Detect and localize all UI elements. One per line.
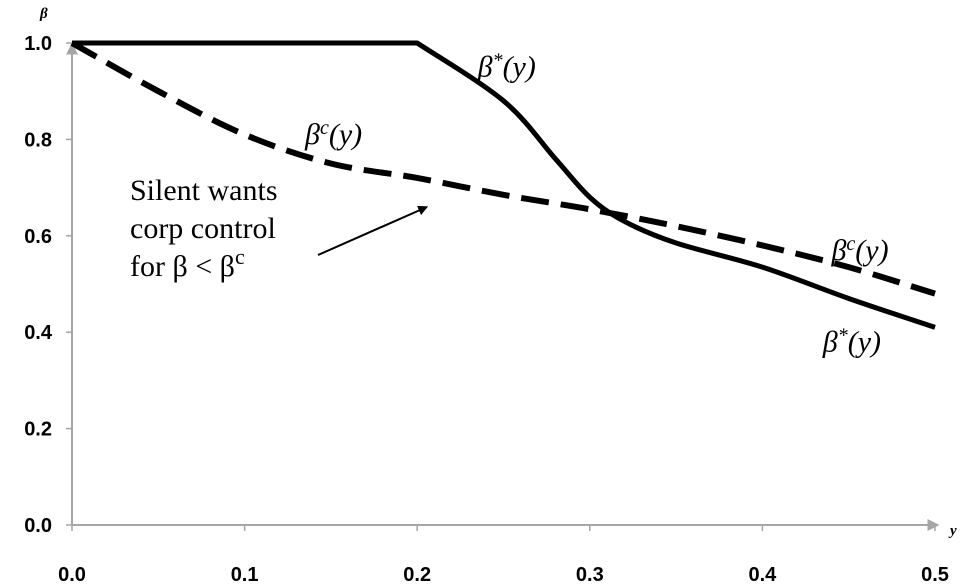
y-tick-label: 0.8 — [24, 129, 52, 151]
y-tick-label: 0.6 — [24, 226, 52, 248]
y-tick-label: 0.4 — [24, 322, 53, 344]
axes — [66, 42, 940, 531]
x-axis-title: y — [948, 523, 957, 539]
annotation-line-2: corp control — [130, 212, 276, 245]
tick-labels: 0.0 0.1 0.2 0.3 0.4 0.5 0.0 0.2 0.4 0.6 0.8 1.0 β y — [24, 6, 957, 586]
curve-label: β*(y) — [822, 324, 881, 358]
series-line-beta-star — [72, 40, 936, 330]
x-tick-label: 0.4 — [748, 564, 777, 586]
x-tick-label: 0.2 — [403, 564, 431, 586]
x-tick-label: 0.1 — [231, 564, 259, 586]
curve-labels: β*(y) βc(y) βc(y) β*(y) — [304, 50, 889, 359]
y-tick-label: 1.0 — [24, 33, 52, 55]
curve-label: βc(y) — [304, 117, 362, 151]
x-tick-label: 0.0 — [58, 564, 86, 586]
annotation-line-3: for β < βc — [130, 244, 245, 283]
x-tick-label: 0.3 — [576, 564, 604, 586]
curve-label: β*(y) — [477, 50, 536, 84]
curve-label: βc(y) — [830, 233, 888, 267]
y-tick-label: 0.0 — [24, 515, 52, 537]
y-axis-title: β — [39, 6, 48, 22]
annotation-arrow — [317, 205, 429, 256]
annotation-line-1: Silent wants — [130, 174, 278, 207]
y-tick-label: 0.2 — [24, 419, 52, 441]
series-line-beta-c — [70, 40, 936, 297]
x-tick-label: 0.5 — [921, 564, 949, 586]
series-lines — [70, 40, 936, 330]
